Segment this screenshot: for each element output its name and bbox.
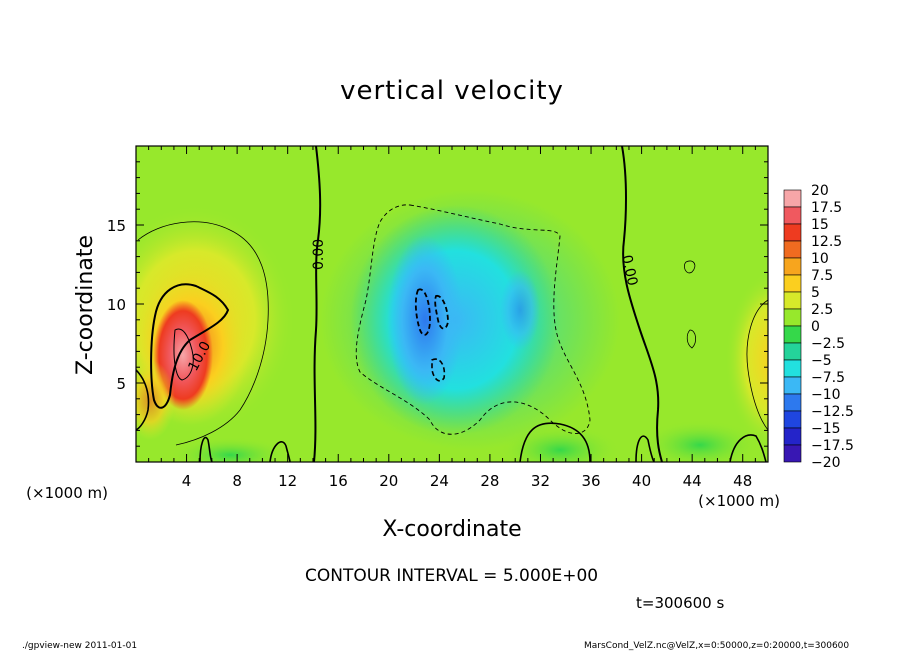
y-tick-labels: 5 10 15 [107, 217, 126, 393]
negative-ten-contour-2 [434, 295, 449, 330]
y-tick-label: 15 [107, 217, 126, 235]
colorbar-swatch [783, 308, 802, 327]
x-axis-ticks [148, 146, 756, 462]
colorbar-level-label: 0 [811, 319, 820, 335]
x-tick-label: 36 [581, 472, 600, 490]
colorbar-swatch [783, 410, 802, 429]
colorbar-swatch [783, 274, 802, 293]
right-edge-warm [725, 270, 768, 450]
colorbar-level-label: −20 [811, 455, 841, 471]
chart-title: vertical velocity [340, 76, 564, 106]
colorbar-level-label: −10 [811, 387, 841, 403]
footer-right-text: MarsCond_VelZ.nc@VelZ,x=0:50000,z=0:2000… [584, 641, 850, 651]
time-label: t=300600 s [636, 594, 725, 612]
ground-bump-3 [519, 422, 591, 462]
contour-interval-text: CONTOUR INTERVAL = 5.000E+00 [305, 566, 599, 586]
colorbar-level-label: −15 [811, 421, 841, 437]
colorbar: 2017.51512.5107.552.50−2.5−5−7.5−10−12.5… [783, 183, 854, 471]
small-contour-2 [686, 329, 696, 349]
x-tick-label: 48 [733, 472, 752, 490]
x-tick-label: 12 [278, 472, 297, 490]
y-tick-label: 5 [116, 375, 126, 393]
colorbar-swatch [783, 325, 802, 344]
downdraft-core-secondary [500, 270, 540, 350]
green-pocket-3 [640, 420, 760, 462]
contours [136, 146, 768, 462]
ground-bump-5 [729, 434, 767, 462]
x-axis-title: X-coordinate [382, 517, 521, 542]
x-tick-label: 8 [232, 472, 242, 490]
colorbar-level-label: 10 [811, 251, 829, 267]
ground-bump-2 [269, 441, 291, 462]
ground-bump-4 [635, 435, 655, 462]
y-tick-label: 10 [107, 296, 126, 314]
colorbar-swatch [783, 393, 802, 412]
x-tick-label: 28 [480, 472, 499, 490]
right-edge-contour [746, 299, 768, 431]
colorbar-level-label: 15 [811, 217, 829, 233]
x-tick-label: 4 [182, 472, 192, 490]
ground-bump-1 [199, 436, 213, 462]
x-unit-label: (×1000 m) [698, 492, 780, 510]
colorbar-level-label: −17.5 [811, 438, 854, 454]
contour-label-zero-left: 0.00 [311, 239, 327, 270]
left-edge-warm [136, 360, 175, 440]
colorbar-level-label: 12.5 [811, 234, 842, 250]
small-contour-1 [684, 260, 696, 274]
x-tick-label: 16 [329, 472, 348, 490]
colorbar-swatch [783, 189, 802, 208]
x-tick-label: 44 [683, 472, 702, 490]
colorbar-swatch [783, 444, 802, 463]
negative-ten-contour-1 [414, 288, 431, 336]
colorbar-swatch [783, 206, 802, 225]
five-contour [137, 221, 269, 446]
footer-left-text: ./gpview-new 2011-01-01 [22, 641, 138, 651]
y-axis-ticks [136, 161, 768, 447]
colorbar-level-label: 2.5 [811, 302, 833, 318]
colorbar-swatch [783, 291, 802, 310]
ten-contour [150, 283, 230, 409]
colorbar-level-label: −12.5 [811, 404, 854, 420]
colorbar-level-label: −5 [811, 353, 832, 369]
colorbar-level-label: 5 [811, 285, 820, 301]
x-tick-label: 24 [430, 472, 449, 490]
negative-ten-contour-3 [431, 358, 446, 382]
zero-contour-left [313, 146, 322, 462]
x-tick-labels: 4 8 12 16 20 24 28 32 36 40 44 48 [182, 472, 752, 490]
green-pocket-1 [500, 425, 620, 462]
downdraft-core [387, 235, 463, 405]
y-unit-label: (×1000 m) [26, 484, 108, 502]
x-tick-label: 32 [531, 472, 550, 490]
colorbar-level-label: 20 [811, 183, 829, 199]
x-tick-label: 40 [632, 472, 651, 490]
colorbar-swatch [783, 257, 802, 276]
y-axis-title: Z-coordinate [73, 235, 98, 375]
x-tick-label: 20 [379, 472, 398, 490]
colorbar-swatch [783, 376, 802, 395]
contour-label-zero-right: 0.00 [618, 254, 640, 288]
heatmap-field [136, 146, 768, 462]
fifteen-contour [173, 328, 194, 381]
colorbar-swatch [783, 427, 802, 446]
colorbar-level-label: 7.5 [811, 268, 833, 284]
colorbar-level-label: −2.5 [811, 336, 845, 352]
colorbar-level-label: 17.5 [811, 200, 842, 216]
zero-contour-right [621, 146, 663, 462]
colorbar-swatch [783, 359, 802, 378]
colorbar-swatch [783, 223, 802, 242]
negative-five-contour [355, 204, 591, 435]
left-edge-contour [136, 369, 150, 431]
colorbar-swatch [783, 342, 802, 361]
colorbar-level-label: −7.5 [811, 370, 845, 386]
colorbar-swatch [783, 240, 802, 259]
